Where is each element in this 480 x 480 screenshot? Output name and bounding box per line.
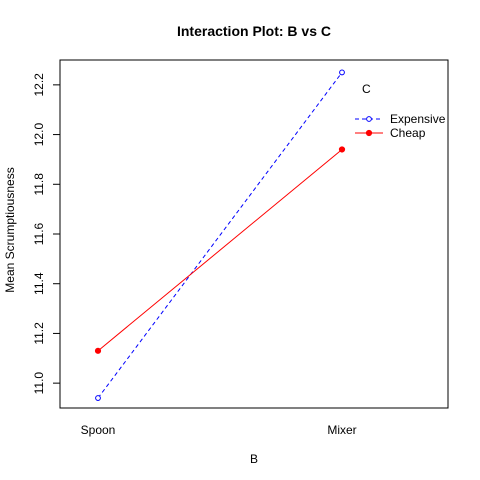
y-axis: 11.0 11.2 11.4 11.6 11.8 12.0 12.2 — [32, 73, 61, 395]
data-point — [95, 395, 101, 401]
legend-marker — [366, 116, 372, 122]
data-point — [338, 146, 346, 153]
data-point — [339, 69, 345, 76]
y-tick-label: 11.0 — [32, 372, 46, 395]
y-tick-label: 11.6 — [32, 222, 46, 245]
y-tick-label: 12.0 — [32, 123, 46, 147]
x-tick-label: Spoon — [81, 423, 116, 437]
data-point — [94, 347, 102, 354]
x-axis: Spoon Mixer — [81, 423, 357, 437]
legend-label: Cheap — [390, 126, 426, 140]
y-tick-label: 11.2 — [32, 322, 46, 345]
legend-marker — [365, 129, 373, 137]
y-tick-label: 11.4 — [32, 272, 46, 295]
y-tick-label: 11.8 — [32, 173, 46, 196]
series-line — [97, 72, 343, 399]
y-tick-label: 12.2 — [32, 73, 46, 97]
x-axis-label: B — [250, 452, 258, 466]
series-layer — [94, 69, 346, 401]
legend-label: Expensive — [390, 112, 446, 126]
chart-title: Interaction Plot: B vs C — [177, 23, 331, 39]
x-tick-label: Mixer — [327, 423, 356, 437]
series-line — [97, 149, 343, 352]
legend-title: C — [362, 82, 371, 96]
y-axis-label: Mean Scrumptiousness — [3, 167, 17, 292]
